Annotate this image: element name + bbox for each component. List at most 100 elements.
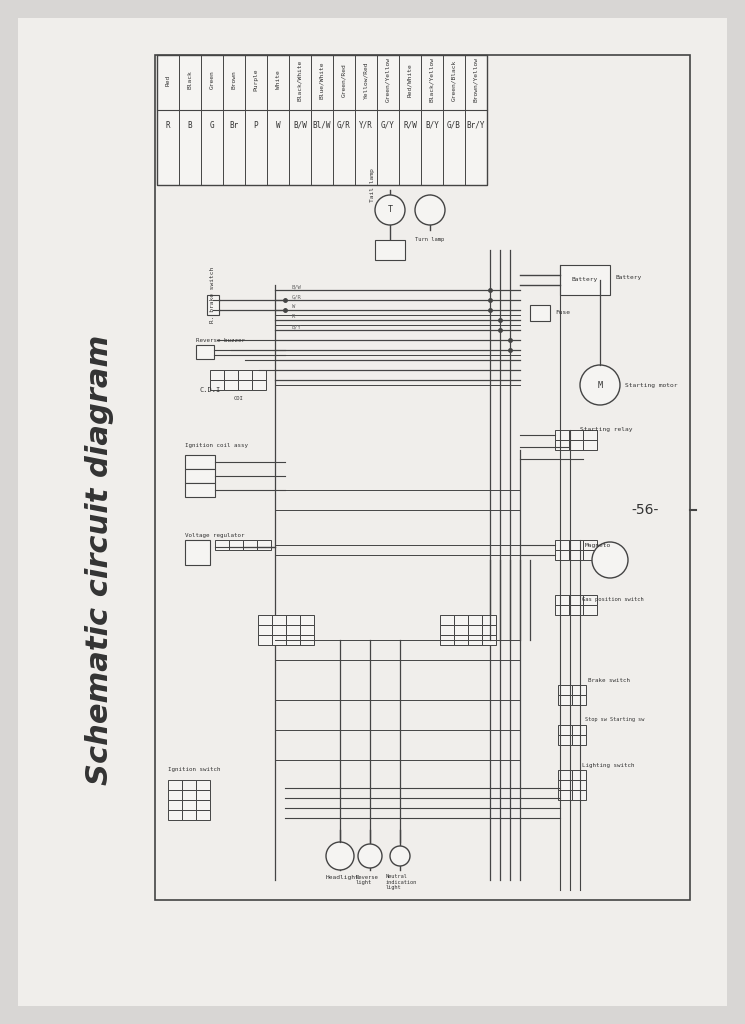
Text: Green/Red: Green/Red [341, 63, 346, 97]
Text: Gas position switch: Gas position switch [582, 597, 644, 602]
Bar [572, 770, 586, 780]
Text: M: M [597, 381, 603, 389]
Text: Reverse
light: Reverse light [356, 874, 378, 886]
Text: Tail lamp: Tail lamp [370, 168, 375, 202]
Bar [555, 540, 569, 550]
Bar [300, 635, 314, 645]
Bar [583, 595, 597, 605]
Text: Fuse: Fuse [555, 309, 570, 314]
Bar [224, 380, 238, 390]
Bar [185, 483, 215, 497]
Text: W: W [292, 304, 295, 309]
Text: Green: Green [209, 71, 215, 89]
Bar [530, 305, 550, 321]
Bar [196, 810, 210, 820]
Bar [555, 440, 569, 450]
Bar [272, 635, 286, 645]
Text: Br/Y: Br/Y [467, 121, 485, 129]
Bar [185, 469, 215, 483]
Bar [238, 370, 252, 380]
Text: Magneto: Magneto [585, 543, 611, 548]
Bar [569, 430, 583, 440]
Bar [238, 380, 252, 390]
Bar [468, 615, 482, 625]
Bar [482, 625, 496, 635]
Bar [182, 810, 196, 820]
Text: R: R [292, 314, 295, 319]
Text: Brown/Yellow: Brown/Yellow [474, 57, 478, 102]
Bar [583, 550, 597, 560]
Bar [207, 295, 219, 315]
Bar [210, 370, 224, 380]
Bar [569, 440, 583, 450]
Text: Blue/White: Blue/White [320, 61, 325, 98]
Bar [558, 770, 572, 780]
Bar [258, 625, 272, 635]
Bar [440, 625, 454, 635]
Bar [286, 615, 300, 625]
Bar [155, 55, 690, 900]
Bar [258, 615, 272, 625]
Text: R. brake switch: R. brake switch [210, 267, 215, 324]
Circle shape [415, 195, 445, 225]
Text: Green/Yellow: Green/Yellow [385, 57, 390, 102]
Text: B/W: B/W [293, 121, 307, 129]
Bar [560, 265, 610, 295]
Bar [168, 780, 182, 790]
Bar [300, 615, 314, 625]
Text: Red: Red [165, 75, 171, 86]
Circle shape [358, 844, 382, 868]
Bar [185, 455, 215, 469]
Bar [168, 810, 182, 820]
Bar [572, 695, 586, 705]
Text: Br: Br [229, 121, 238, 129]
Bar [569, 540, 583, 550]
Text: Black: Black [188, 71, 192, 89]
Bar [572, 780, 586, 790]
Bar [558, 695, 572, 705]
Bar [558, 735, 572, 745]
Bar [286, 635, 300, 645]
Text: G: G [209, 121, 215, 129]
Bar [583, 430, 597, 440]
Text: Turn lamp: Turn lamp [415, 238, 444, 243]
Text: Battery: Battery [572, 278, 598, 283]
Text: Starting relay: Starting relay [580, 427, 633, 432]
Bar [482, 615, 496, 625]
Bar [572, 725, 586, 735]
Bar [454, 625, 468, 635]
Bar [168, 800, 182, 810]
Bar [583, 605, 597, 615]
Bar [555, 605, 569, 615]
Text: Black/Yellow: Black/Yellow [430, 57, 434, 102]
Bar [196, 790, 210, 800]
Text: Ignition switch: Ignition switch [168, 768, 221, 772]
Bar [569, 550, 583, 560]
Text: B/Y: B/Y [292, 325, 302, 330]
Bar [168, 790, 182, 800]
Bar [583, 540, 597, 550]
Text: Bl/W: Bl/W [313, 121, 332, 129]
Bar [555, 550, 569, 560]
Text: Lighting switch: Lighting switch [582, 763, 635, 768]
Text: -56-: -56- [631, 503, 659, 517]
Text: Reverse buzzer: Reverse buzzer [196, 338, 245, 342]
Bar [572, 790, 586, 800]
Bar [224, 370, 238, 380]
Bar [257, 540, 271, 550]
Text: W: W [276, 121, 280, 129]
Bar [300, 625, 314, 635]
Text: Black/White: Black/White [297, 59, 302, 100]
Bar [229, 540, 243, 550]
Bar [196, 345, 214, 359]
Bar [243, 540, 257, 550]
Text: T: T [387, 206, 393, 214]
Bar [569, 595, 583, 605]
Bar [454, 635, 468, 645]
Bar [182, 780, 196, 790]
Bar [555, 430, 569, 440]
Bar [286, 625, 300, 635]
Bar [572, 685, 586, 695]
Text: G/R: G/R [337, 121, 351, 129]
Bar [157, 55, 487, 185]
